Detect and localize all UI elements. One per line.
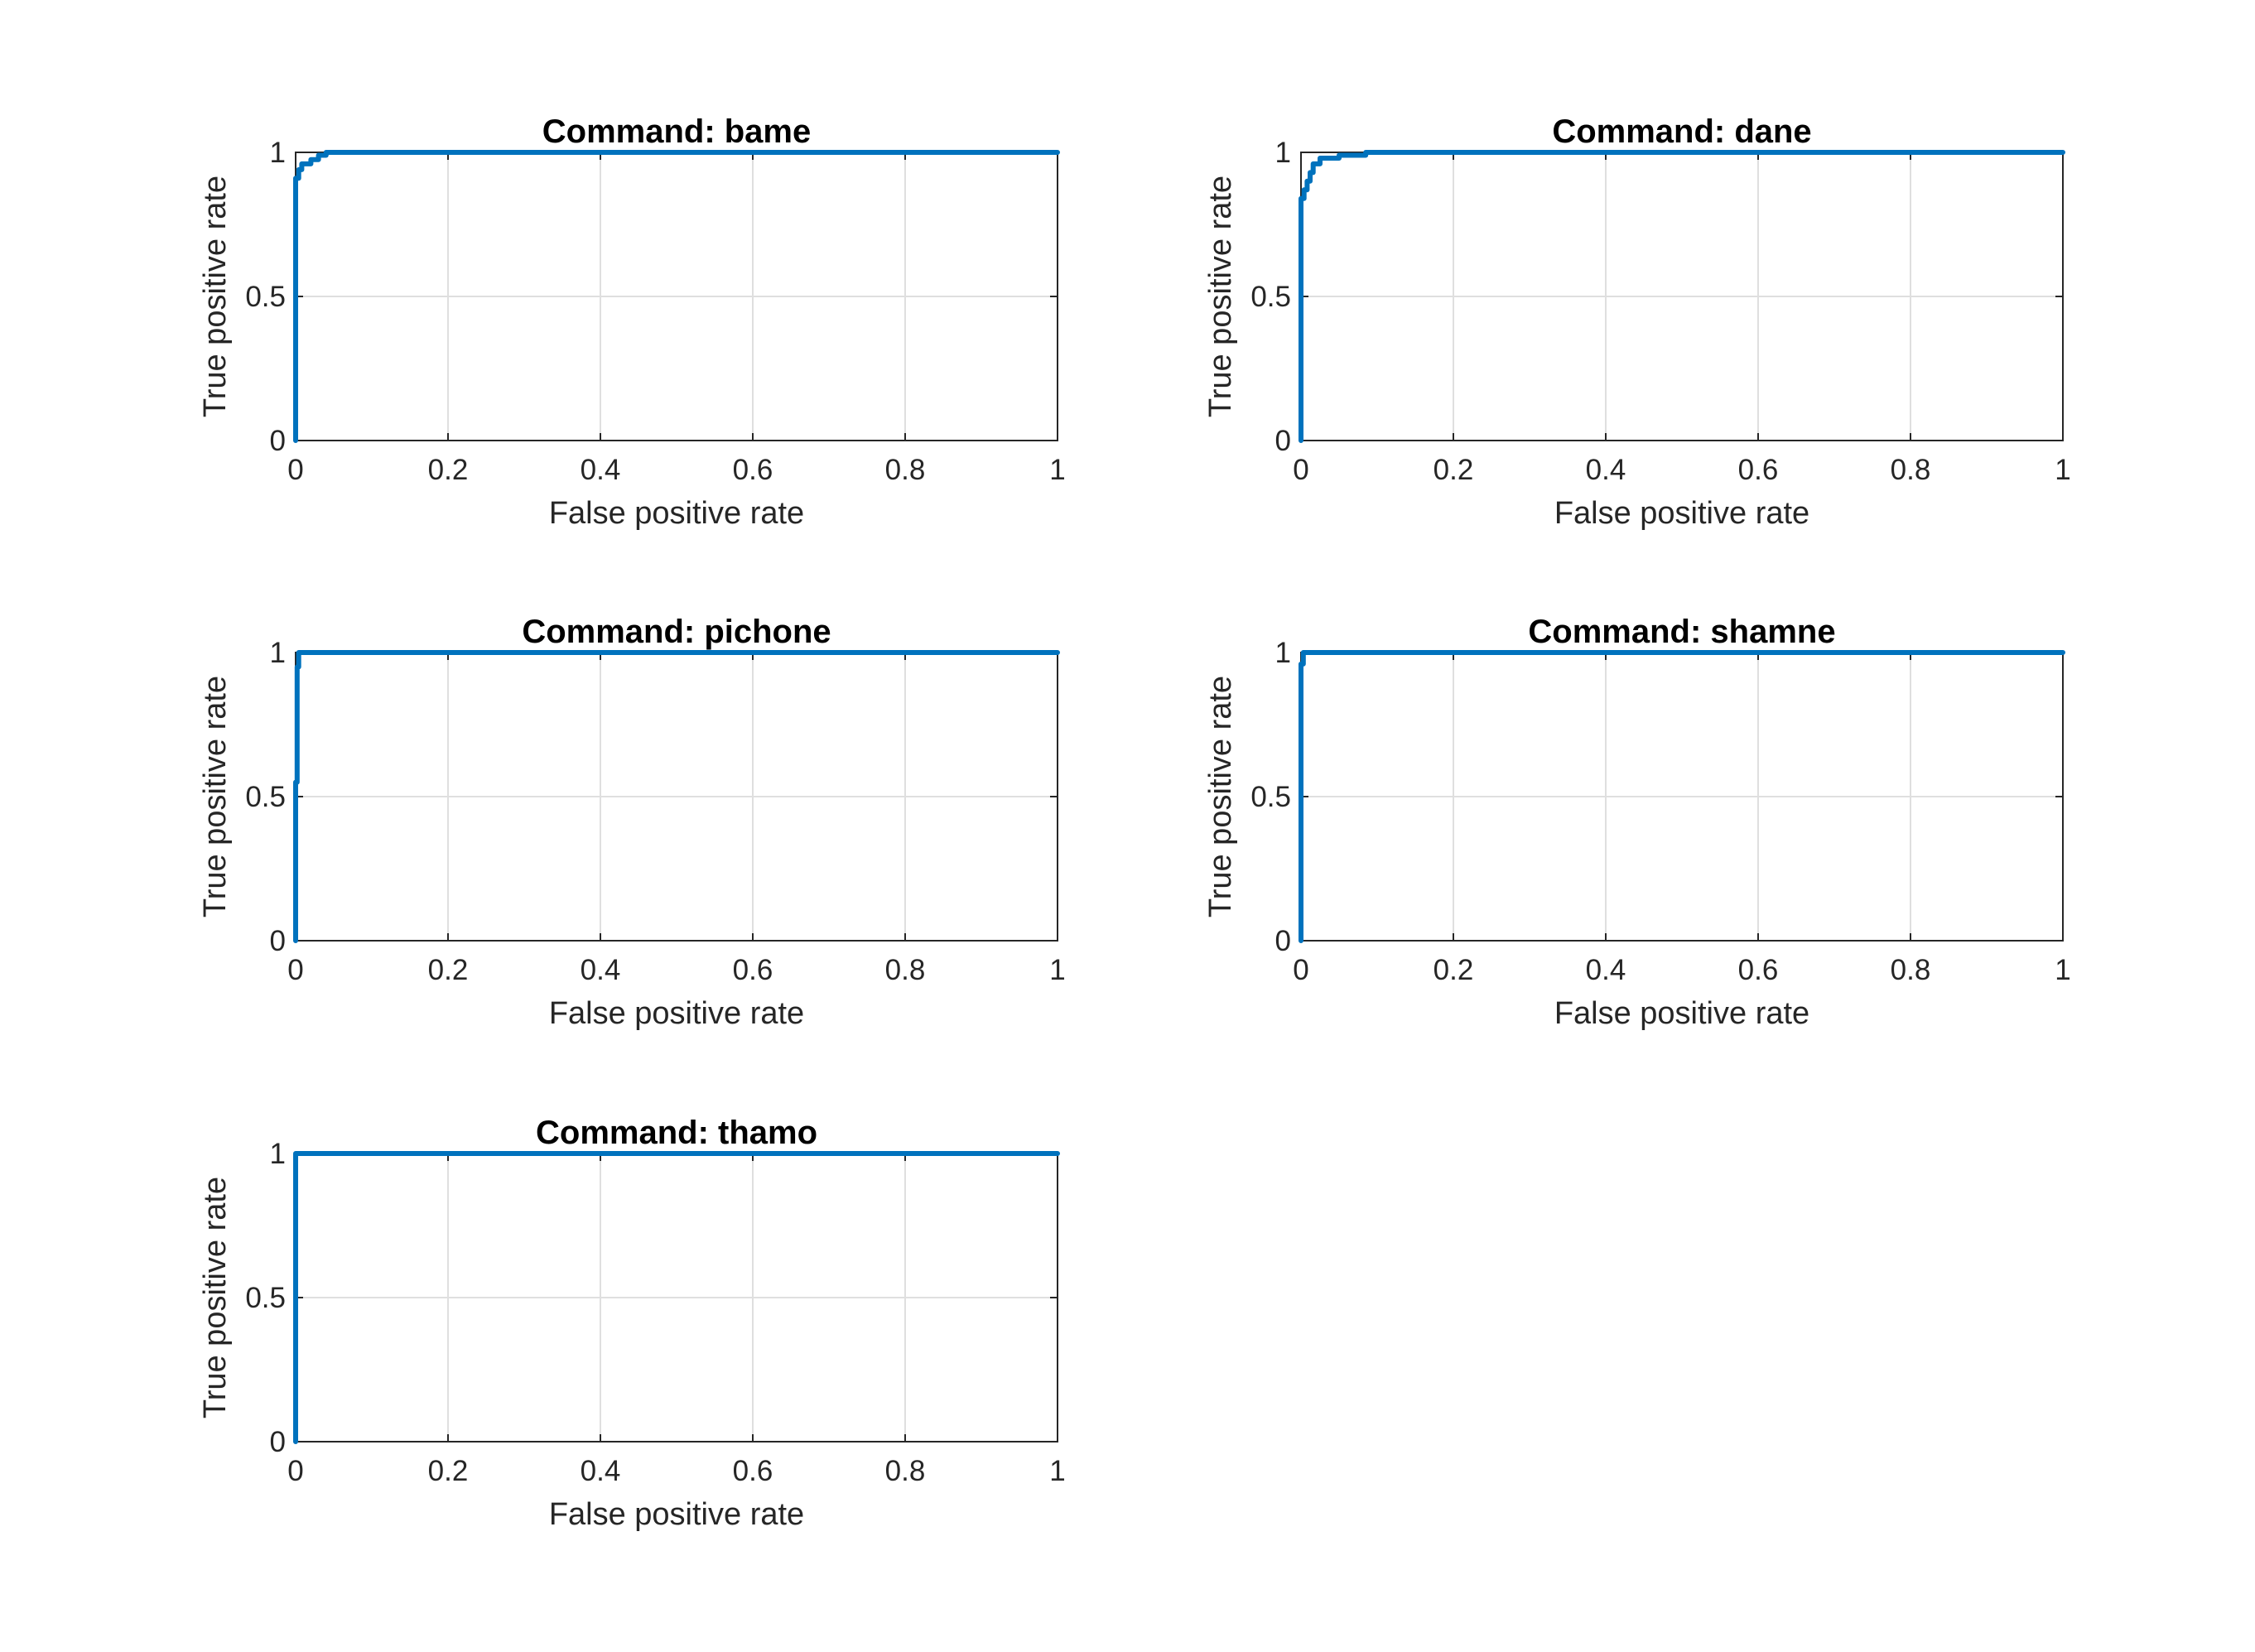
y-tick-label: 1 — [270, 1138, 286, 1170]
subplot-title: Command: pichone — [522, 614, 831, 650]
y-axis-label: True positive rate — [198, 676, 233, 918]
roc-curve-series — [293, 150, 1060, 443]
y-tick-label: 0 — [270, 1426, 286, 1458]
x-tick-label: 0.6 — [1738, 954, 1779, 986]
y-tick-label: 0 — [1275, 925, 1291, 957]
y-axis-label: True positive rate — [198, 1177, 233, 1418]
x-tick-label: 0 — [287, 1455, 303, 1487]
roc-curve-series — [293, 650, 1060, 943]
y-tick-label: 1 — [270, 637, 286, 669]
y-tick-label: 1 — [1275, 137, 1291, 169]
x-axis-label: False positive rate — [549, 996, 804, 1031]
subplot-title: Command: dane — [1552, 113, 1811, 150]
x-tick-label: 0.2 — [428, 454, 469, 486]
x-tick-label: 0.6 — [1738, 454, 1779, 486]
subplot-4: 0 0.2 0.4 0.6 0.8 1 0 0.5 1 Command: shamne False … — [1203, 614, 2071, 1031]
y-tick-label: 0.5 — [245, 281, 286, 313]
x-tick-label: 0.2 — [428, 954, 469, 986]
x-tick-label: 1 — [1049, 954, 1065, 986]
x-tick-label: 0 — [287, 954, 303, 986]
x-tick-label: 0.2 — [1433, 454, 1474, 486]
roc-curve-series — [1299, 150, 2065, 443]
y-tick-label: 0.5 — [1250, 781, 1291, 813]
y-tick-label: 0.5 — [245, 781, 286, 813]
x-tick-label: 0.2 — [428, 1455, 469, 1487]
roc-curve-series — [293, 1151, 1060, 1444]
subplot-title: Command: thamo — [536, 1115, 817, 1151]
subplot-3: 0 0.2 0.4 0.6 0.8 1 0 0.5 1 Command: pichone False… — [198, 614, 1066, 1031]
x-tick-label: 0.4 — [1586, 454, 1626, 486]
x-tick-label: 0.8 — [1891, 454, 1931, 486]
x-tick-label: 0.6 — [733, 454, 773, 486]
x-tick-label: 0.4 — [1586, 954, 1626, 986]
y-tick-label: 0.5 — [245, 1282, 286, 1314]
x-axis-label: False positive rate — [549, 496, 804, 531]
y-axis-label: True positive rate — [198, 176, 233, 417]
x-axis-label: False positive rate — [549, 1497, 804, 1532]
x-tick-label: 0.2 — [1433, 954, 1474, 986]
x-tick-label: 0.8 — [885, 954, 926, 986]
y-tick-label: 0 — [1275, 425, 1291, 457]
x-tick-label: 0 — [1293, 954, 1308, 986]
x-tick-label: 1 — [1049, 1455, 1065, 1487]
subplot-2: 0 0.2 0.4 0.6 0.8 1 0 0.5 1 Command: dane False po… — [1203, 113, 2071, 531]
y-axis-label: True positive rate — [1203, 676, 1238, 918]
x-tick-label: 0.8 — [1891, 954, 1931, 986]
x-tick-label: 0.8 — [885, 454, 926, 486]
y-axis-label: True positive rate — [1203, 176, 1238, 417]
y-tick-label: 0.5 — [1250, 281, 1291, 313]
y-tick-label: 1 — [1275, 637, 1291, 669]
subplot-1: 0 0.2 0.4 0.6 0.8 1 0 0.5 1 Command: bame False po… — [198, 113, 1066, 531]
x-tick-label: 1 — [2055, 454, 2070, 486]
subplot-title: Command: bame — [542, 113, 812, 150]
x-tick-label: 0.8 — [885, 1455, 926, 1487]
subplot-title: Command: shamne — [1528, 614, 1835, 650]
x-tick-label: 0.4 — [581, 1455, 621, 1487]
roc-curve-series — [1299, 650, 2065, 943]
y-tick-label: 1 — [270, 137, 286, 169]
x-axis-label: False positive rate — [1554, 996, 1809, 1031]
y-tick-label: 0 — [270, 925, 286, 957]
x-tick-label: 1 — [2055, 954, 2070, 986]
x-tick-label: 1 — [1049, 454, 1065, 486]
x-tick-label: 0.6 — [733, 954, 773, 986]
x-tick-label: 0.4 — [581, 954, 621, 986]
subplot-5: 0 0.2 0.4 0.6 0.8 1 0 0.5 1 Command: thamo False p… — [198, 1115, 1066, 1532]
x-tick-label: 0 — [1293, 454, 1308, 486]
x-tick-label: 0 — [287, 454, 303, 486]
y-tick-label: 0 — [270, 425, 286, 457]
x-axis-label: False positive rate — [1554, 496, 1809, 531]
x-tick-label: 0.6 — [733, 1455, 773, 1487]
x-tick-label: 0.4 — [581, 454, 621, 486]
